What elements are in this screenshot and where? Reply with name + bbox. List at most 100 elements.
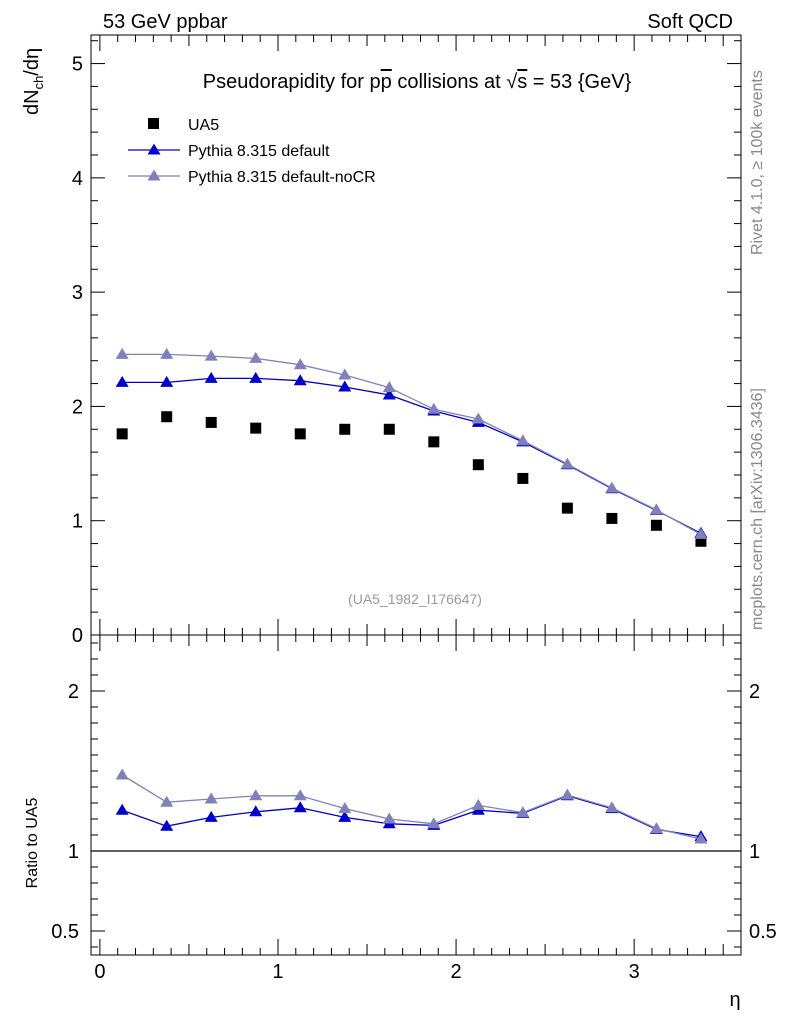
data-point-ua5 [428, 436, 440, 448]
x-tick-label: 3 [629, 961, 640, 983]
legend-item-ua5: UA5 [148, 117, 219, 134]
ratio-y-tick-label: 2 [68, 681, 79, 703]
ratio-point-pythia-default [115, 803, 129, 815]
legend-label-pythia-nocr: Pythia 8.315 default-noCR [188, 169, 376, 186]
ratio-point-pythia-nocr [115, 768, 129, 780]
data-point-pythia-nocr [516, 434, 530, 446]
y-tick-label: 2 [72, 396, 83, 418]
data-point-ua5 [561, 502, 573, 514]
ratio-point-pythia-default [338, 810, 352, 822]
ratio-line-pythia-nocr [121, 774, 702, 840]
ratio-point-pythia-nocr [382, 812, 396, 824]
data-point-pythia-default [338, 380, 352, 392]
data-point-pythia-nocr [160, 347, 174, 359]
ratio-point-pythia-nocr [249, 789, 263, 801]
data-point-pythia-default [115, 375, 129, 387]
ratio-point-pythia-nocr [516, 806, 530, 818]
data-point-ua5 [339, 423, 351, 435]
data-point-pythia-default [293, 374, 307, 386]
x-tick-label: 2 [451, 961, 462, 983]
ratio-point-pythia-nocr [293, 789, 307, 801]
data-point-pythia-nocr [249, 351, 263, 363]
x-axis-label: η [729, 989, 740, 1011]
x-tick-label: 0 [94, 961, 105, 983]
data-point-pythia-nocr [471, 412, 485, 424]
data-point-ua5 [294, 428, 306, 440]
main-ylabel: dNch/dη [21, 48, 46, 115]
ratio-point-pythia-default [293, 801, 307, 813]
ratio-plot-frame [90, 634, 742, 956]
legend-marker-pythia-nocr [147, 169, 161, 181]
ratio-point-pythia-nocr [605, 801, 619, 813]
analysis-id-label: (UA5_1982_I176647) [348, 591, 482, 607]
data-point-pythia-nocr [382, 381, 396, 393]
data-point-ua5 [695, 535, 707, 547]
legend-marker-ua5 [148, 118, 159, 129]
data-point-pythia-default [249, 371, 263, 383]
data-point-ua5 [250, 422, 262, 434]
data-point-ua5 [517, 472, 529, 484]
y-tick-label: 5 [72, 54, 83, 76]
data-point-ua5 [161, 411, 173, 423]
energy-label: 53 GeV ppbar [103, 11, 228, 33]
data-point-ua5 [205, 416, 217, 428]
data-point-ua5 [472, 459, 484, 471]
legend-label-pythia-default: Pythia 8.315 default [188, 143, 330, 160]
data-point-pythia-nocr [293, 358, 307, 370]
ratio-ylabel: Ratio to UA5 [24, 798, 41, 889]
y-tick-label: 3 [72, 282, 83, 304]
data-point-pythia-nocr [560, 457, 574, 469]
y-tick-label: 0 [72, 625, 83, 647]
ratio-point-pythia-nocr [560, 788, 574, 800]
ratio-point-pythia-default [249, 805, 263, 817]
ratio-point-pythia-default [204, 810, 218, 822]
data-point-ua5 [383, 423, 395, 435]
data-point-pythia-nocr [115, 347, 129, 359]
ratio-y-tick-label-right: 2 [749, 681, 760, 703]
data-point-pythia-default [382, 388, 396, 400]
data-point-pythia-nocr [605, 481, 619, 493]
ratio-line-pythia-default [121, 795, 702, 838]
data-point-pythia-nocr [694, 527, 708, 539]
data-point-ua5 [116, 428, 128, 440]
legend-item-pythia-nocr: Pythia 8.315 default-noCR [128, 169, 376, 186]
ratio-y-tick-label: 0.5 [51, 921, 79, 943]
ratio-series-layer [115, 768, 708, 844]
legend-marker-pythia-default [147, 143, 161, 155]
ratio-point-pythia-nocr [694, 832, 708, 844]
ratio-point-pythia-nocr [204, 792, 218, 804]
data-point-pythia-nocr [649, 503, 663, 515]
legend-label-ua5: UA5 [188, 117, 219, 134]
series-line-pythia-default [122, 377, 702, 534]
ratio-point-pythia-nocr [427, 817, 441, 829]
data-point-pythia-nocr [427, 402, 441, 414]
main-ticks: 0 1 2 3 4 5 [72, 35, 741, 647]
ratio-point-pythia-nocr [649, 822, 663, 834]
ratio-y-tick-label-right: 0.5 [749, 921, 777, 943]
y-tick-label: 4 [72, 168, 83, 190]
main-title: Pseudorapidity for pp collisions at √s =… [203, 71, 632, 93]
ratio-point-pythia-default [160, 819, 174, 831]
data-point-pythia-default [160, 375, 174, 387]
rivet-version-label: Rivet 4.1.0, ≥ 100k events [749, 70, 766, 255]
process-label: Soft QCD [647, 11, 733, 33]
data-point-pythia-nocr [204, 349, 218, 361]
legend: UA5 Pythia 8.315 default Pythia 8.315 de… [128, 117, 376, 186]
data-point-ua5 [650, 519, 662, 531]
data-point-ua5 [606, 512, 618, 524]
ratio-point-pythia-nocr [338, 802, 352, 814]
ratio-ticks: 0 1 2 3 0.5 0.5 1 1 2 2 [51, 635, 777, 983]
data-point-pythia-default [204, 371, 218, 383]
series-line-pythia-nocr [122, 353, 702, 535]
y-tick-label: 1 [72, 511, 83, 533]
x-tick-label: 1 [272, 961, 283, 983]
ratio-point-pythia-nocr [471, 798, 485, 810]
mcplots-label: mcplots.cern.ch [arXiv:1306.3436] [749, 388, 766, 630]
ratio-point-pythia-nocr [160, 795, 174, 807]
main-series-layer [115, 347, 708, 547]
ratio-y-tick-label: 1 [68, 841, 79, 863]
legend-item-pythia-default: Pythia 8.315 default [128, 143, 330, 160]
data-point-pythia-nocr [338, 368, 352, 380]
ratio-y-tick-label-right: 1 [749, 841, 760, 863]
